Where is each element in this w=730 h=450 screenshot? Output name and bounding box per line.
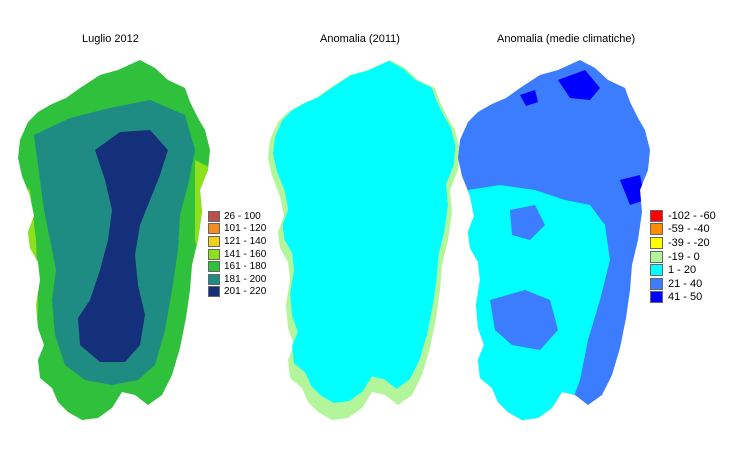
- luglio-2012-legend-swatch: [208, 210, 220, 222]
- anomalia-medie-legend-label: 21 - 40: [668, 277, 703, 290]
- luglio-2012-legend-entry: 26 - 100: [208, 210, 266, 223]
- anomalia-medie-legend-swatch: [650, 291, 663, 304]
- anomalia-medie-legend-entry: -102 - -60: [650, 209, 716, 223]
- anomalia-medie-legend-entry: -39 - -20: [650, 236, 716, 250]
- luglio-2012-legend-label: 101 - 120: [224, 223, 267, 235]
- map-anomalia-medie-zones: [465, 70, 645, 420]
- map-luglio-2012: [18, 60, 210, 420]
- luglio-2012-legend-entry: 181 - 200: [208, 273, 266, 286]
- luglio-2012-legend-swatch: [208, 248, 220, 260]
- luglio-2012-legend-swatch: [208, 273, 220, 285]
- anomalia-medie-legend-swatch: [650, 236, 663, 249]
- panel-title-anomalia-medie: Anomalia (medie climatiche): [497, 33, 636, 45]
- luglio-2012-legend-swatch: [208, 261, 220, 273]
- anomalia-medie-legend-label: -39 - -20: [668, 236, 710, 249]
- luglio-2012-legend-entry: 101 - 120: [208, 223, 266, 236]
- anomalia-medie-legend-entry: -59 - -40: [650, 223, 716, 237]
- anomalia-medie-legend-label: -102 - -60: [668, 209, 716, 222]
- anomalia-medie-legend-entry: 41 - 50: [650, 291, 716, 305]
- luglio-2012-legend-entry: 201 - 220: [208, 286, 266, 299]
- luglio-2012-legend-entry: 141 - 160: [208, 248, 266, 261]
- anomalia-medie-legend-label: -59 - -40: [668, 223, 710, 236]
- luglio-2012-legend-swatch: [208, 286, 220, 298]
- panel-title-luglio-2012: Luglio 2012: [82, 33, 139, 45]
- anomalia-medie-legend-label: -19 - 0: [668, 250, 700, 263]
- anomalia-medie-legend-swatch: [650, 250, 663, 263]
- luglio-2012-legend-label: 141 - 160: [224, 248, 267, 260]
- anomalia-medie-legend-entry: 1 - 20: [650, 263, 716, 277]
- luglio-2012-legend-label: 181 - 200: [224, 273, 267, 285]
- anomalia-medie-legend-entry: -19 - 0: [650, 250, 716, 264]
- map-anomalia-medie: [458, 60, 650, 420]
- luglio-2012-legend-swatch: [208, 235, 220, 247]
- luglio-2012-legend-entry: 161 - 180: [208, 260, 266, 273]
- luglio-2012-legend-label: 26 - 100: [224, 210, 261, 222]
- luglio-2012-legend-label: 201 - 220: [224, 286, 267, 298]
- anomalia-medie-legend-swatch: [650, 223, 663, 236]
- legend-luglio-2012: 26 - 100 101 - 120 121 - 140 141 - 160 161 -…: [208, 210, 266, 298]
- anomalia-medie-legend-label: 1 - 20: [668, 264, 697, 277]
- anomalia-medie-legend-label: 41 - 50: [668, 291, 703, 304]
- anomalia-medie-legend-entry: 21 - 40: [650, 277, 716, 291]
- luglio-2012-legend-swatch: [208, 223, 220, 235]
- luglio-2012-legend-label: 161 - 180: [224, 261, 267, 273]
- anomalia-medie-legend-swatch: [650, 264, 663, 277]
- luglio-2012-legend-entry: 121 - 140: [208, 235, 266, 248]
- luglio-2012-legend-label: 121 - 140: [224, 235, 267, 247]
- anomalia-medie-legend-swatch: [650, 277, 663, 290]
- anomalia-medie-legend-swatch: [650, 209, 663, 222]
- map-anomalia-2011: [268, 60, 460, 420]
- panel-title-anomalia-2011: Anomalia (2011): [320, 33, 400, 45]
